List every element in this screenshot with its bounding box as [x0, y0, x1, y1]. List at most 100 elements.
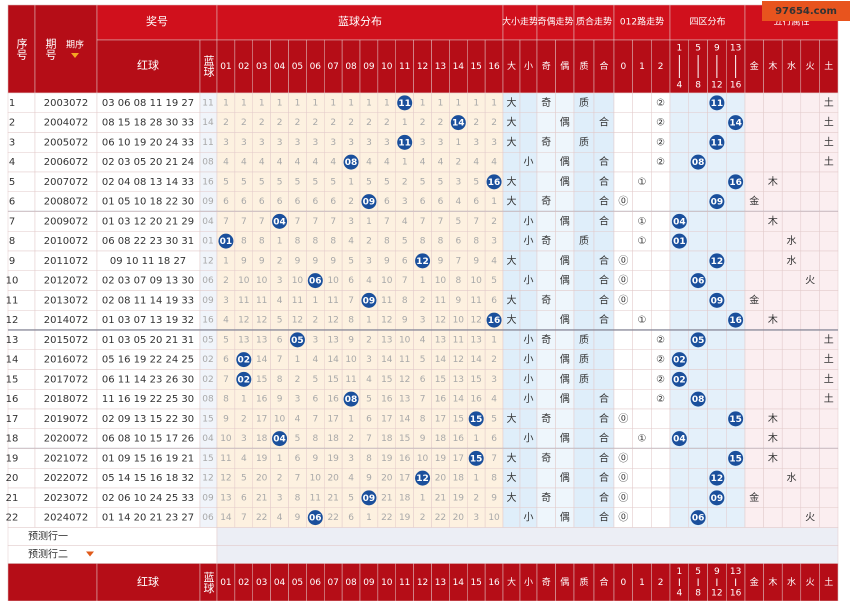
predict-label[interactable]: 预测行二 [28, 548, 68, 561]
omission: 19 [453, 493, 465, 503]
seq: 12 [6, 315, 19, 326]
dist-col: 04 [274, 62, 286, 72]
cell [593, 369, 615, 390]
cell [613, 231, 633, 252]
cell [707, 507, 727, 528]
omission: 10 [327, 276, 339, 286]
dx-mark: 小 [524, 373, 534, 385]
omission: 21 [381, 493, 392, 503]
cell [781, 389, 802, 410]
omission: 3 [366, 138, 372, 148]
cell [688, 290, 708, 311]
cell [632, 92, 652, 113]
seq: 17 [6, 414, 19, 425]
dist-hit-ball [307, 510, 323, 526]
issue: 2021072 [44, 453, 89, 464]
omission: 8 [491, 474, 497, 484]
omission: 1 [491, 98, 497, 108]
omission: 3 [455, 177, 461, 187]
omission: 1 [241, 395, 247, 405]
omission: 14 [327, 355, 339, 365]
omission: 11 [238, 296, 249, 306]
cell [781, 171, 802, 192]
omission: 1 [402, 158, 408, 168]
cell [613, 4, 671, 41]
cell [819, 468, 839, 489]
jo-mark: 奇 [541, 491, 551, 504]
omission: 8 [241, 237, 247, 247]
wx-mark: 土 [824, 155, 834, 168]
omission: 16 [435, 395, 447, 405]
omission: 2 [491, 355, 497, 365]
header-sort[interactable]: 期序 [66, 39, 84, 51]
dx-mark: 小 [524, 156, 534, 168]
sort-arrow [71, 53, 79, 58]
dist-hit: 11 [398, 99, 411, 109]
cell [573, 270, 595, 291]
zh-mark: 合 [599, 451, 609, 464]
wx-mark: 水 [787, 235, 797, 247]
omission: 15 [453, 414, 464, 424]
omission: 10 [220, 434, 232, 444]
zh-mark: 合 [599, 313, 609, 326]
cell [726, 349, 746, 370]
cell [669, 310, 689, 331]
dist-hit: 12 [416, 257, 429, 267]
issue: 2008072 [44, 197, 89, 208]
zh-col: 质 [579, 60, 588, 72]
red-balls: 02 09 13 15 22 30 [102, 414, 194, 425]
issue: 2017072 [44, 374, 89, 385]
jo-mark: 偶 [560, 116, 570, 129]
omission: 8 [420, 237, 426, 247]
blue-ball: 04 [202, 434, 214, 444]
dist-hit: 02 [238, 356, 251, 366]
omission: 6 [312, 197, 318, 207]
cell [781, 211, 802, 232]
omission: 3 [277, 138, 283, 148]
r012-mark: ② [656, 157, 665, 168]
dist-hit-ball [272, 213, 288, 229]
dx-mark: 小 [524, 393, 534, 405]
r012-mark: ② [656, 355, 665, 366]
header-zone: 四区分布 [689, 16, 725, 28]
cell [651, 487, 671, 508]
zone-col-bottom: 16 [730, 589, 742, 599]
cell [707, 448, 727, 469]
cell [726, 92, 746, 113]
dist-hit-ball [307, 273, 323, 289]
omission: 12 [292, 316, 303, 326]
omission: 18 [435, 434, 447, 444]
cell [613, 92, 633, 113]
omission: 8 [330, 237, 336, 247]
blue-ball: 12 [202, 474, 213, 484]
zone-hit: 08 [692, 395, 705, 405]
zh-mark: 合 [599, 254, 609, 267]
cell [726, 468, 746, 489]
cell [669, 468, 689, 489]
omission: 22 [381, 513, 392, 523]
blue-ball: 04 [202, 217, 214, 227]
zh-mark: 质 [579, 373, 589, 385]
cell [781, 428, 802, 449]
omission: 12 [435, 316, 446, 326]
r012-col: 2 [658, 578, 664, 588]
r012-mark: ⓪ [618, 255, 628, 267]
omission: 1 [277, 237, 283, 247]
zone-col-top: 5 [695, 567, 701, 577]
zone-col-top: 13 [730, 567, 741, 577]
omission: 2 [241, 414, 247, 424]
predict-label[interactable]: 预测行一 [28, 530, 68, 543]
cell [819, 408, 839, 429]
jo-mark: 偶 [560, 214, 570, 227]
dist-hit: 14 [452, 119, 465, 129]
jo-mark: 奇 [541, 96, 551, 109]
cell [781, 290, 802, 311]
dx-mark: 大 [507, 116, 517, 129]
dist-hit: 06 [309, 514, 322, 524]
cell [502, 349, 521, 370]
omission: 4 [491, 158, 497, 168]
omission: 10 [256, 276, 268, 286]
cell [819, 250, 839, 271]
dist-hit: 11 [398, 138, 411, 148]
zh-mark: 质 [579, 334, 589, 346]
